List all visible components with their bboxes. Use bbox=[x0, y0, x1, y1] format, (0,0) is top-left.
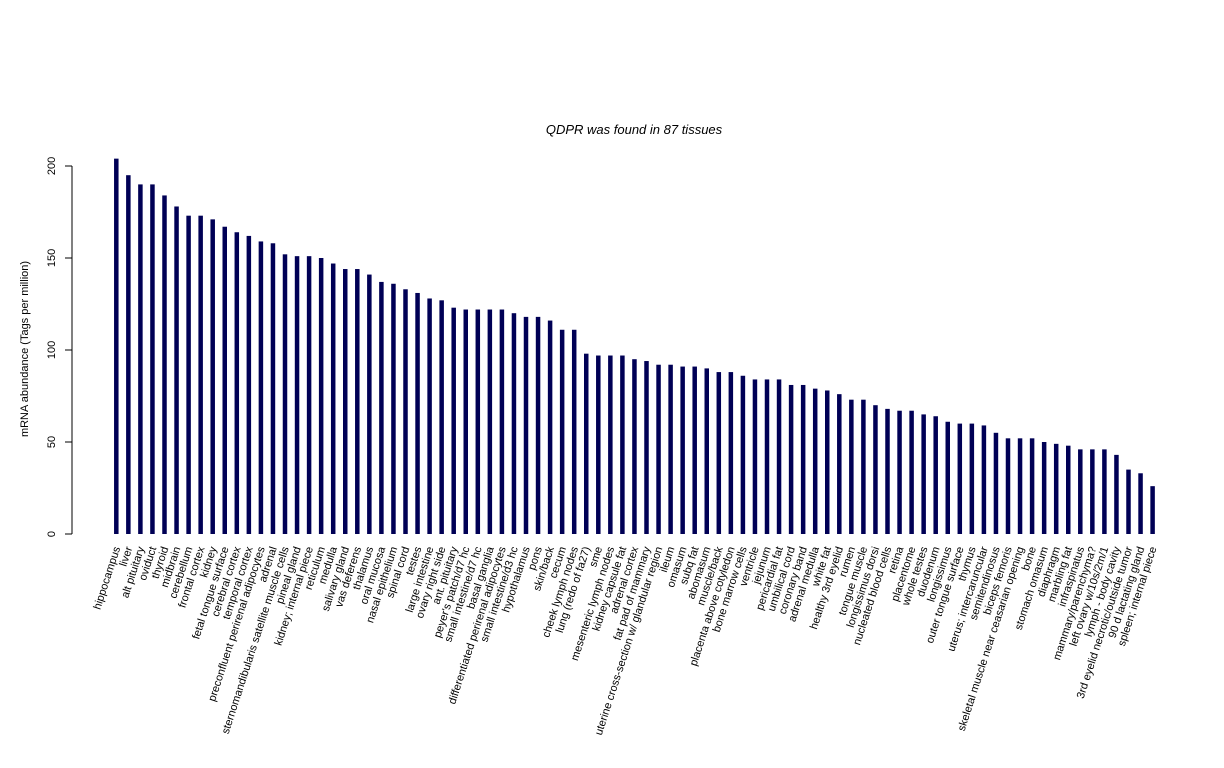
bar bbox=[1053, 443, 1059, 534]
bar bbox=[391, 283, 396, 534]
bar bbox=[608, 355, 613, 534]
bar bbox=[825, 390, 830, 534]
bar bbox=[246, 235, 252, 535]
bar bbox=[909, 410, 914, 534]
bar bbox=[1029, 438, 1035, 534]
bar bbox=[1114, 454, 1119, 534]
bar bbox=[282, 254, 288, 534]
bar bbox=[222, 226, 227, 534]
bar bbox=[150, 184, 155, 534]
bar bbox=[921, 414, 926, 534]
bar bbox=[523, 316, 529, 534]
bar bbox=[294, 256, 300, 534]
bar bbox=[620, 355, 625, 534]
bar bbox=[138, 184, 143, 534]
bar bbox=[969, 423, 975, 534]
chart-title: QDPR was found in 87 tissues bbox=[546, 122, 723, 137]
bar bbox=[475, 309, 481, 534]
bar bbox=[788, 384, 794, 534]
y-tick-label: 100 bbox=[46, 341, 58, 359]
x-tick-label: hippocampus bbox=[92, 545, 124, 611]
bar bbox=[343, 269, 348, 534]
bar bbox=[993, 432, 999, 534]
bar bbox=[885, 408, 890, 534]
bar bbox=[584, 353, 589, 534]
bar bbox=[716, 372, 722, 534]
y-tick-label: 50 bbox=[46, 436, 58, 448]
bar bbox=[740, 375, 746, 534]
bar bbox=[439, 300, 444, 534]
bar bbox=[873, 405, 878, 534]
bar bbox=[596, 355, 601, 534]
bar bbox=[1041, 442, 1047, 534]
bar bbox=[981, 425, 987, 534]
bar bbox=[499, 309, 505, 534]
y-tick-label: 150 bbox=[46, 249, 58, 267]
bar bbox=[752, 379, 758, 534]
bar bbox=[547, 320, 553, 534]
bar bbox=[162, 195, 167, 534]
bar bbox=[511, 313, 517, 534]
bar bbox=[306, 256, 312, 534]
y-axis: 0 50 100 150 200 bbox=[46, 157, 73, 537]
bar bbox=[186, 215, 191, 534]
bar bbox=[957, 423, 963, 534]
bar bbox=[114, 158, 119, 534]
bar bbox=[728, 372, 734, 534]
bar bbox=[174, 206, 179, 535]
bar bbox=[415, 292, 420, 534]
bar bbox=[535, 316, 541, 534]
y-axis-label: mRNA abundance (Tags per million) bbox=[19, 261, 31, 437]
bar bbox=[837, 394, 842, 534]
bar bbox=[704, 368, 709, 534]
bar bbox=[379, 281, 384, 534]
bar bbox=[126, 175, 131, 534]
bar bbox=[1126, 469, 1131, 534]
bar bbox=[861, 399, 866, 534]
bar bbox=[1150, 486, 1155, 534]
bar bbox=[897, 410, 902, 534]
bar bbox=[849, 399, 854, 534]
bar bbox=[403, 289, 408, 534]
bar bbox=[1138, 473, 1143, 534]
bar bbox=[1090, 449, 1095, 534]
y-tick-label: 0 bbox=[46, 531, 58, 537]
bar bbox=[559, 329, 565, 534]
bar bbox=[198, 215, 203, 534]
bar bbox=[776, 379, 782, 534]
bar bbox=[764, 379, 770, 534]
bar bbox=[270, 243, 276, 534]
bar bbox=[330, 263, 336, 534]
y-tick-label: 200 bbox=[46, 157, 58, 175]
bar bbox=[800, 384, 806, 534]
bar bbox=[210, 219, 215, 535]
bar bbox=[487, 309, 493, 534]
bar bbox=[463, 309, 468, 534]
bar bbox=[571, 329, 577, 534]
bar bbox=[1066, 445, 1071, 534]
bar bbox=[812, 388, 818, 534]
bar bbox=[644, 361, 649, 534]
bar bbox=[258, 241, 264, 534]
bar bbox=[1005, 438, 1011, 534]
bar bbox=[451, 307, 456, 534]
bar bbox=[355, 269, 360, 534]
bar bbox=[933, 416, 938, 534]
bar bbox=[1102, 449, 1107, 534]
bar bbox=[1017, 438, 1023, 534]
bar bbox=[367, 274, 372, 534]
bars-group bbox=[114, 158, 1155, 535]
bar bbox=[1078, 449, 1083, 534]
bar bbox=[680, 366, 685, 534]
bar bbox=[945, 421, 950, 534]
bar bbox=[427, 298, 432, 534]
bar bbox=[234, 232, 240, 535]
bar bbox=[318, 258, 324, 534]
bar bbox=[692, 366, 697, 534]
bar bbox=[632, 359, 637, 534]
bar bbox=[668, 364, 673, 534]
bar bbox=[656, 364, 661, 534]
